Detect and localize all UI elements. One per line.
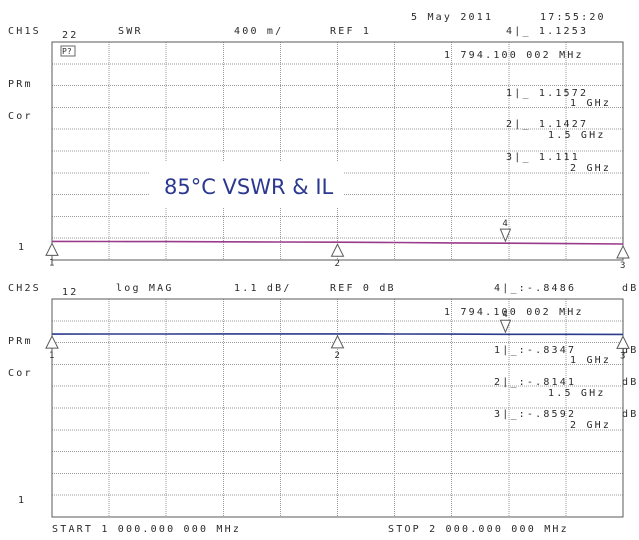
ch2-marker-1-label: 1 [49, 351, 54, 361]
ch1-marker1-freq: 1 GHz [570, 98, 611, 109]
ch1-trace [51, 240, 624, 245]
overlay-title: 85°C VSWR & IL [164, 175, 334, 199]
ch1-marker-stimulus: 1 794.100 002 MHz [444, 50, 584, 61]
ch2-marker-3-triangle [616, 335, 630, 349]
ch2-marker-2-label: 2 [335, 351, 340, 361]
ch2-marker-4-triangle [499, 319, 512, 334]
header-date: 5 May 2011 [411, 12, 493, 23]
ch1-label: CH1S [8, 26, 41, 37]
ch2-marker3-value: 3|_:-.8592 [494, 409, 576, 420]
ch1-stimulus-box-label: P? [62, 47, 72, 56]
ch2-marker-stimulus: 1 794.100 002 MHz [444, 307, 584, 318]
overlay-title-background [150, 162, 344, 208]
ch1-format: SWR [118, 26, 143, 37]
footer-stop-frequency: STOP 2 000.000 000 MHz [388, 524, 569, 535]
ch2-marker-3-label: 3 [620, 351, 625, 361]
ch1-marker-2-label: 2 [335, 259, 340, 269]
ch1-ref-marker: 1 [18, 242, 26, 253]
ch2-marker1-value: 1|_:-.8347 [494, 345, 576, 356]
ch2-marker-2-triangle [330, 334, 345, 349]
header-time: 17:55:20 [540, 12, 606, 23]
ch1-marker2-value: 2|_ 1.1427 [506, 119, 588, 130]
ch1-marker-3-label: 3 [620, 261, 625, 271]
ch2-ref-marker: 1 [18, 495, 26, 506]
ch2-plot-frame [51, 298, 624, 518]
footer-start-frequency: START 1 000.000 000 MHz [52, 524, 241, 535]
ch2-marker2-value: 2|_:-.8141 [494, 377, 576, 388]
ch2-graticule [52, 299, 623, 517]
ch1-marker-3-triangle [616, 244, 630, 259]
ch1-marker-2-triangle [330, 243, 345, 257]
ch2-format: log MAG [116, 283, 174, 294]
ch1-ref: REF 1 [330, 26, 371, 37]
ch1-active-marker-readout: 4|_ 1.1253 [506, 26, 588, 37]
ch1-marker3-freq: 2 GHz [570, 163, 611, 174]
ch2-marker1-unit: dB [622, 345, 638, 356]
ch2-marker2-unit: dB [622, 377, 638, 388]
ch1-plot-frame [51, 41, 624, 261]
ch2-active-marker-unit: dB [622, 283, 638, 294]
ch1-marker1-value: 1|_ 1.1572 [506, 88, 588, 99]
ch1-scale: 400 m/ [234, 26, 283, 37]
ch2-label: CH2S [8, 283, 41, 294]
ch2-marker-1-triangle [45, 334, 59, 349]
ch2-marker3-freq: 2 GHz [570, 420, 611, 431]
ch2-active-marker-readout: 4|_:-.8486 [494, 283, 576, 294]
ch1-param: 22 [62, 30, 78, 41]
ch2-ref: REF 0 dB [330, 283, 396, 294]
ch2-trace [51, 333, 624, 336]
ch2-param: 12 [62, 287, 78, 298]
ch2-side-label-prm: PRm [8, 336, 33, 347]
ch1-marker-4-label: 4 [502, 219, 507, 229]
traces-layer: 1 2 341 2 34 [45, 219, 630, 361]
ch1-marker2-freq: 1.5 GHz [548, 130, 606, 141]
ch1-side-label-prm: PRm [8, 79, 33, 90]
ch2-marker3-unit: dB [622, 409, 638, 420]
ch1-marker-4-triangle [499, 228, 512, 243]
ch2-scale: 1.1 dB/ [234, 283, 292, 294]
ch2-side-label-cor: Cor [8, 368, 33, 379]
ch2-marker1-freq: 1 GHz [570, 355, 611, 366]
ch1-side-label-cor: Cor [8, 111, 33, 122]
ch1-stimulus-box [60, 45, 76, 57]
ch2-marker2-freq: 1.5 GHz [548, 388, 606, 399]
ch1-graticule [52, 42, 623, 260]
ch1-marker-1-triangle [45, 242, 59, 256]
ch2-marker-4-label: 4 [502, 310, 507, 320]
ch1-marker-1-label: 1 [49, 258, 54, 268]
ch1-marker3-value: 3|_ 1.111 [506, 152, 580, 163]
